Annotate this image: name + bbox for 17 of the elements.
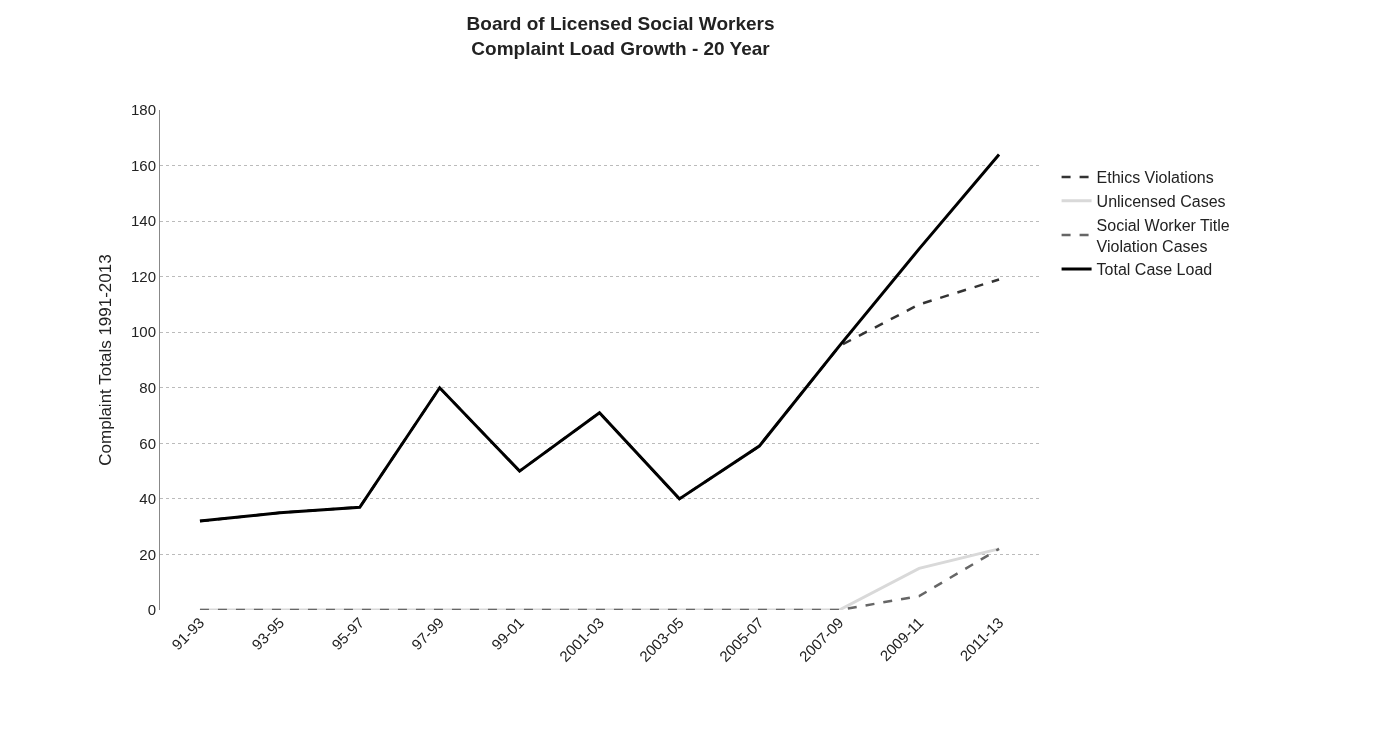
chart-title: Board of Licensed Social Workers Complaint Load Growth - 20 Year <box>466 13 775 59</box>
y-tick-label: 120 <box>130 267 156 285</box>
y-tick-label: 20 <box>139 545 156 563</box>
y-tick-label: 0 <box>147 601 156 619</box>
y-axis-title: Complaint Totals 1991-2013 <box>95 254 115 466</box>
legend-label: Ethics Violations <box>1096 169 1214 187</box>
legend-label: Total Case Load <box>1096 261 1213 279</box>
y-tick-label: 160 <box>130 156 156 174</box>
y-tick-label: 180 <box>130 101 156 119</box>
legend-label: Social Worker Title Violation Cases <box>1096 216 1230 255</box>
y-tick-label: 40 <box>139 490 156 508</box>
y-tick-label: 60 <box>139 434 156 452</box>
y-tick-label: 140 <box>130 212 156 230</box>
line-series <box>198 152 1001 523</box>
y-tick-label: 80 <box>139 379 156 397</box>
y-tick-label: 100 <box>130 323 156 341</box>
legend-label: Unlicensed Cases <box>1096 192 1226 210</box>
